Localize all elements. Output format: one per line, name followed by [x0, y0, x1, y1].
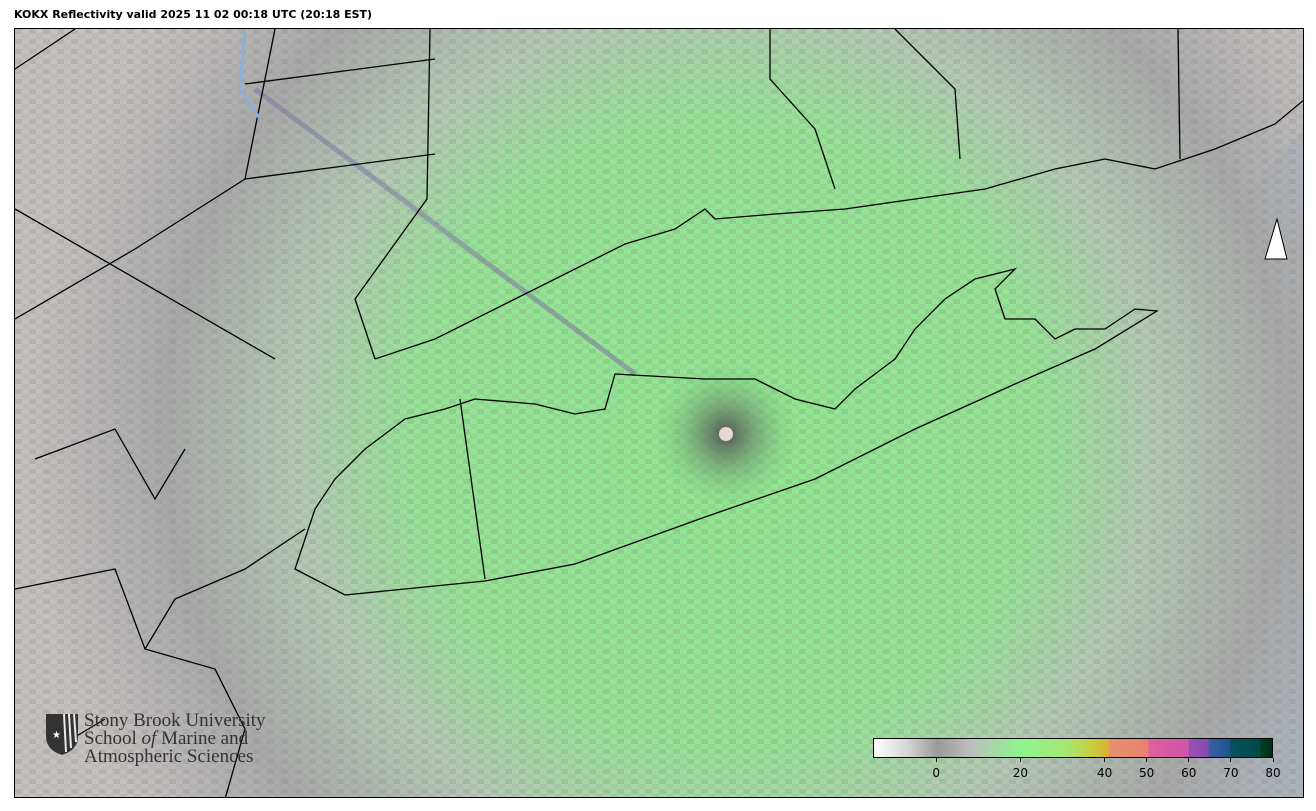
colorbar-tick — [1146, 758, 1148, 762]
beam-spike — [253, 87, 637, 376]
colorbar-tick-label: 60 — [1181, 766, 1197, 780]
ct-ri-line — [1177, 29, 1181, 160]
shield-icon: ★ — [46, 713, 78, 755]
logo-line-2: School of Marine and — [84, 728, 249, 749]
nj-county-1 — [15, 29, 276, 320]
colorbar-tick-label: 50 — [1139, 766, 1155, 780]
colorbar-tick — [1272, 758, 1274, 762]
colorbar-tick — [1230, 758, 1232, 762]
state-line-ny-ct — [354, 29, 431, 360]
hudson-river — [238, 29, 262, 120]
colorbar-tick — [1019, 758, 1021, 762]
colorbar-tick-label: 40 — [1096, 766, 1113, 780]
radar-map[interactable] — [14, 28, 1304, 798]
ct-county-2 — [894, 29, 961, 160]
colorbar-tick — [1104, 758, 1106, 762]
colorbar-tick — [935, 758, 937, 762]
radar-site-marker — [719, 427, 733, 441]
map-title: KOKX Reflectivity valid 2025 11 02 00:18… — [14, 8, 373, 21]
county-line-1 — [244, 153, 436, 180]
pa-nj-line — [15, 29, 76, 70]
block-island — [1264, 217, 1288, 260]
svg-text:★: ★ — [52, 730, 61, 741]
colorbar-tick-label: 80 — [1265, 766, 1281, 780]
nassau-suffolk-line — [459, 398, 486, 580]
county-line-2 — [244, 58, 436, 85]
state-line-ny-nj — [15, 208, 276, 360]
colorbar-tick-label: 70 — [1223, 766, 1239, 780]
colorbar-tick-label: 20 — [1012, 766, 1028, 780]
colorbar-tick — [1188, 758, 1190, 762]
long-island-coast — [294, 267, 1160, 596]
connecticut-coast — [374, 99, 1303, 360]
logo-line-3: Atmospheric Sciences — [84, 746, 254, 767]
reflectivity-pixels — [15, 29, 1303, 797]
ct-county-1 — [769, 29, 836, 190]
reflectivity-colorbar — [873, 738, 1273, 758]
colorbar-tick-label: 0 — [932, 766, 940, 780]
logo-line-1: Stony Brook University — [84, 710, 266, 731]
sbu-somas-logo: ★ Stony Brook University School of Marin… — [44, 710, 266, 767]
